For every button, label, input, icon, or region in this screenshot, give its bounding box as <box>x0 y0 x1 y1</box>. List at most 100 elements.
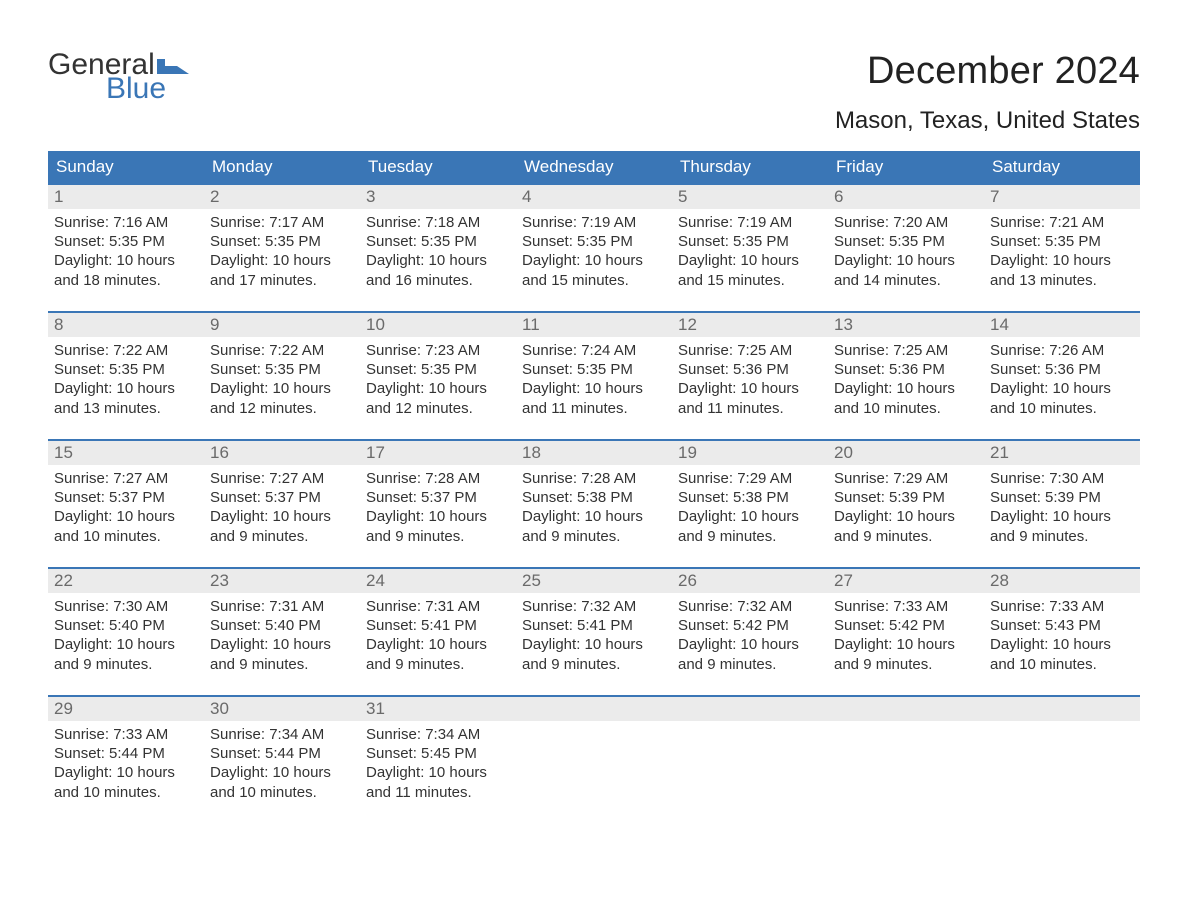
day-details: Sunrise: 7:23 AMSunset: 5:35 PMDaylight:… <box>360 337 516 424</box>
weekday-header: Monday <box>204 151 360 183</box>
day-number: 20 <box>828 441 984 465</box>
calendar-day: 7Sunrise: 7:21 AMSunset: 5:35 PMDaylight… <box>984 185 1140 307</box>
sunrise-line: Sunrise: 7:17 AM <box>210 214 324 231</box>
sunrise-line: Sunrise: 7:32 AM <box>522 598 636 615</box>
day-details: Sunrise: 7:25 AMSunset: 5:36 PMDaylight:… <box>828 337 984 424</box>
day-details: Sunrise: 7:32 AMSunset: 5:42 PMDaylight:… <box>672 593 828 680</box>
sunrise-line: Sunrise: 7:28 AM <box>366 470 480 487</box>
day-details: Sunrise: 7:33 AMSunset: 5:42 PMDaylight:… <box>828 593 984 680</box>
day-details: Sunrise: 7:20 AMSunset: 5:35 PMDaylight:… <box>828 209 984 296</box>
sunrise-line: Sunrise: 7:29 AM <box>834 470 948 487</box>
daylight-line: Daylight: 10 hours and 10 minutes. <box>990 636 1111 672</box>
sunrise-line: Sunrise: 7:30 AM <box>990 470 1104 487</box>
sunset-line: Sunset: 5:42 PM <box>678 617 789 634</box>
calendar-day: 25Sunrise: 7:32 AMSunset: 5:41 PMDayligh… <box>516 569 672 691</box>
calendar-day: 17Sunrise: 7:28 AMSunset: 5:37 PMDayligh… <box>360 441 516 563</box>
calendar-day <box>516 697 672 819</box>
calendar-day: 1Sunrise: 7:16 AMSunset: 5:35 PMDaylight… <box>48 185 204 307</box>
day-number: 2 <box>204 185 360 209</box>
sunset-line: Sunset: 5:39 PM <box>990 489 1101 506</box>
daylight-line: Daylight: 10 hours and 9 minutes. <box>54 636 175 672</box>
calendar-day: 12Sunrise: 7:25 AMSunset: 5:36 PMDayligh… <box>672 313 828 435</box>
calendar-week: 22 Sunrise: 7:30 AM Sunset: 5:40 PM Dayligh… <box>48 567 1140 691</box>
day-details: Sunrise: 7:19 AMSunset: 5:35 PMDaylight:… <box>516 209 672 296</box>
sunset-line: Sunset: 5:35 PM <box>366 233 477 250</box>
calendar-week: 29Sunrise: 7:33 AMSunset: 5:44 PMDayligh… <box>48 695 1140 819</box>
sunset-line: Sunset: 5:35 PM <box>990 233 1101 250</box>
day-number: 22 <box>48 569 204 593</box>
calendar-day: 3Sunrise: 7:18 AMSunset: 5:35 PMDaylight… <box>360 185 516 307</box>
daylight-line: Daylight: 10 hours and 10 minutes. <box>990 380 1111 416</box>
daylight-line: Daylight: 10 hours and 9 minutes. <box>834 636 955 672</box>
day-number <box>828 697 984 721</box>
weekday-header: Sunday <box>48 151 204 183</box>
sunset-line: Sunset: 5:35 PM <box>210 361 321 378</box>
daylight-line: Daylight: 10 hours and 13 minutes. <box>54 380 175 416</box>
day-details: Sunrise: 7:16 AMSunset: 5:35 PMDaylight:… <box>48 209 204 296</box>
sunrise-line: Sunrise: 7:19 AM <box>522 214 636 231</box>
daylight-line: Daylight: 10 hours and 9 minutes. <box>522 636 643 672</box>
calendar-day: 23Sunrise: 7:31 AMSunset: 5:40 PMDayligh… <box>204 569 360 691</box>
day-number: 17 <box>360 441 516 465</box>
day-details: Sunrise: 7:32 AMSunset: 5:41 PMDaylight:… <box>516 593 672 680</box>
sunrise-line: Sunrise: 7:31 AM <box>366 598 480 615</box>
sunset-line: Sunset: 5:44 PM <box>54 745 165 762</box>
calendar-day: 30Sunrise: 7:34 AMSunset: 5:44 PMDayligh… <box>204 697 360 819</box>
daylight-line: Daylight: 10 hours and 9 minutes. <box>834 508 955 544</box>
sunrise-line: Sunrise: 7:16 AM <box>54 214 168 231</box>
calendar-day <box>828 697 984 819</box>
day-number: 28 <box>984 569 1140 593</box>
calendar-week: 1Sunrise: 7:16 AMSunset: 5:35 PMDaylight… <box>48 183 1140 307</box>
day-number: 13 <box>828 313 984 337</box>
calendar-day: 26Sunrise: 7:32 AMSunset: 5:42 PMDayligh… <box>672 569 828 691</box>
day-details: Sunrise: 7:28 AMSunset: 5:37 PMDaylight:… <box>360 465 516 552</box>
day-details: Sunrise: 7:17 AMSunset: 5:35 PMDaylight:… <box>204 209 360 296</box>
day-details: Sunrise: 7:22 AM Sunset: 5:35 PM Daylight:… <box>48 337 204 424</box>
sunset-line: Sunset: 5:43 PM <box>990 617 1101 634</box>
sunrise-line: Sunrise: 7:19 AM <box>678 214 792 231</box>
calendar-day: 8 Sunrise: 7:22 AM Sunset: 5:35 PM Daylight… <box>48 313 204 435</box>
daylight-line: Daylight: 10 hours and 11 minutes. <box>678 380 799 416</box>
logo: General Blue <box>48 50 189 104</box>
sunrise-line: Sunrise: 7:22 AM <box>54 342 168 359</box>
day-details: Sunrise: 7:34 AMSunset: 5:45 PMDaylight:… <box>360 721 516 808</box>
sunset-line: Sunset: 5:40 PM <box>54 617 165 634</box>
day-details: Sunrise: 7:31 AMSunset: 5:41 PMDaylight:… <box>360 593 516 680</box>
day-number: 8 <box>48 313 204 337</box>
sunrise-line: Sunrise: 7:30 AM <box>54 598 168 615</box>
calendar-day: 4Sunrise: 7:19 AMSunset: 5:35 PMDaylight… <box>516 185 672 307</box>
daylight-line: Daylight: 10 hours and 18 minutes. <box>54 252 175 288</box>
day-details: Sunrise: 7:34 AMSunset: 5:44 PMDaylight:… <box>204 721 360 808</box>
logo-text-blue: Blue <box>106 74 189 104</box>
day-number: 14 <box>984 313 1140 337</box>
location-label: Mason, Texas, United States <box>835 107 1140 135</box>
day-number: 29 <box>48 697 204 721</box>
day-number: 10 <box>360 313 516 337</box>
calendar-grid: SundayMondayTuesdayWednesdayThursdayFrid… <box>48 151 1140 819</box>
daylight-line: Daylight: 10 hours and 13 minutes. <box>990 252 1111 288</box>
sunrise-line: Sunrise: 7:25 AM <box>834 342 948 359</box>
weekday-header: Thursday <box>672 151 828 183</box>
sunrise-line: Sunrise: 7:33 AM <box>990 598 1104 615</box>
sunset-line: Sunset: 5:36 PM <box>834 361 945 378</box>
daylight-line: Daylight: 10 hours and 11 minutes. <box>366 764 487 800</box>
day-number: 1 <box>48 185 204 209</box>
sunset-line: Sunset: 5:35 PM <box>678 233 789 250</box>
daylight-line: Daylight: 10 hours and 16 minutes. <box>366 252 487 288</box>
day-details: Sunrise: 7:21 AMSunset: 5:35 PMDaylight:… <box>984 209 1140 296</box>
sunset-line: Sunset: 5:40 PM <box>210 617 321 634</box>
day-details: Sunrise: 7:27 AMSunset: 5:37 PMDaylight:… <box>204 465 360 552</box>
day-details: Sunrise: 7:31 AMSunset: 5:40 PMDaylight:… <box>204 593 360 680</box>
day-number: 12 <box>672 313 828 337</box>
calendar-day: 9Sunrise: 7:22 AMSunset: 5:35 PMDaylight… <box>204 313 360 435</box>
daylight-line: Daylight: 10 hours and 17 minutes. <box>210 252 331 288</box>
day-number: 15 <box>48 441 204 465</box>
sunset-line: Sunset: 5:35 PM <box>54 361 165 378</box>
sunrise-line: Sunrise: 7:27 AM <box>54 470 168 487</box>
sunrise-line: Sunrise: 7:29 AM <box>678 470 792 487</box>
daylight-line: Daylight: 10 hours and 11 minutes. <box>522 380 643 416</box>
sunset-line: Sunset: 5:39 PM <box>834 489 945 506</box>
calendar-day: 18Sunrise: 7:28 AMSunset: 5:38 PMDayligh… <box>516 441 672 563</box>
day-details: Sunrise: 7:33 AM Sunset: 5:43 PM Daylight:… <box>984 593 1140 680</box>
daylight-line: Daylight: 10 hours and 9 minutes. <box>678 508 799 544</box>
